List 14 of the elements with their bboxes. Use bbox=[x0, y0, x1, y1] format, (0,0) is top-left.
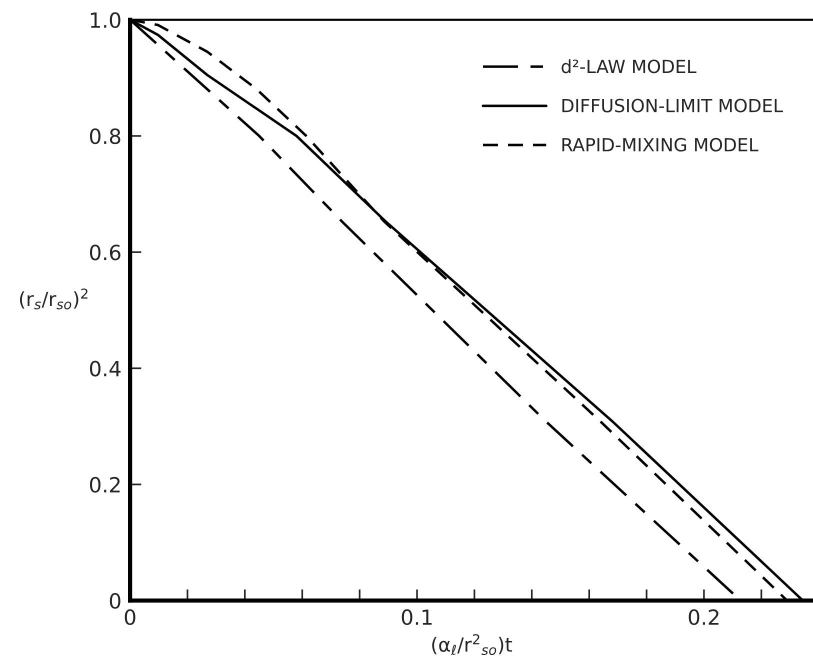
x-tick-label: 0.2 bbox=[688, 609, 718, 626]
legend-label: DIFFUSION-LIMIT MODEL bbox=[562, 98, 783, 112]
x-tick-label: 0 bbox=[124, 609, 136, 626]
y-axis-title: (r$_{s}$/r$_{so}$)$^{2}$ bbox=[20, 288, 88, 310]
y-tick-label: 0.8 bbox=[90, 128, 120, 144]
x-tick-label: 0.1 bbox=[402, 609, 432, 626]
legend-label: d²-LAW MODEL bbox=[562, 59, 696, 74]
y-tick-label: 1.0 bbox=[90, 12, 120, 28]
y-tick-label: 0.4 bbox=[90, 360, 121, 376]
y-tick-label: 0 bbox=[110, 593, 120, 609]
y-tick-label: 0.2 bbox=[90, 476, 120, 493]
legend-label: RAPID-MIXING MODEL bbox=[562, 138, 758, 152]
x-axis-title: (α$_{ℓ}$/r$^{2}$$_{so}$)t bbox=[432, 634, 512, 656]
y-tick-label: 0.6 bbox=[90, 244, 120, 260]
